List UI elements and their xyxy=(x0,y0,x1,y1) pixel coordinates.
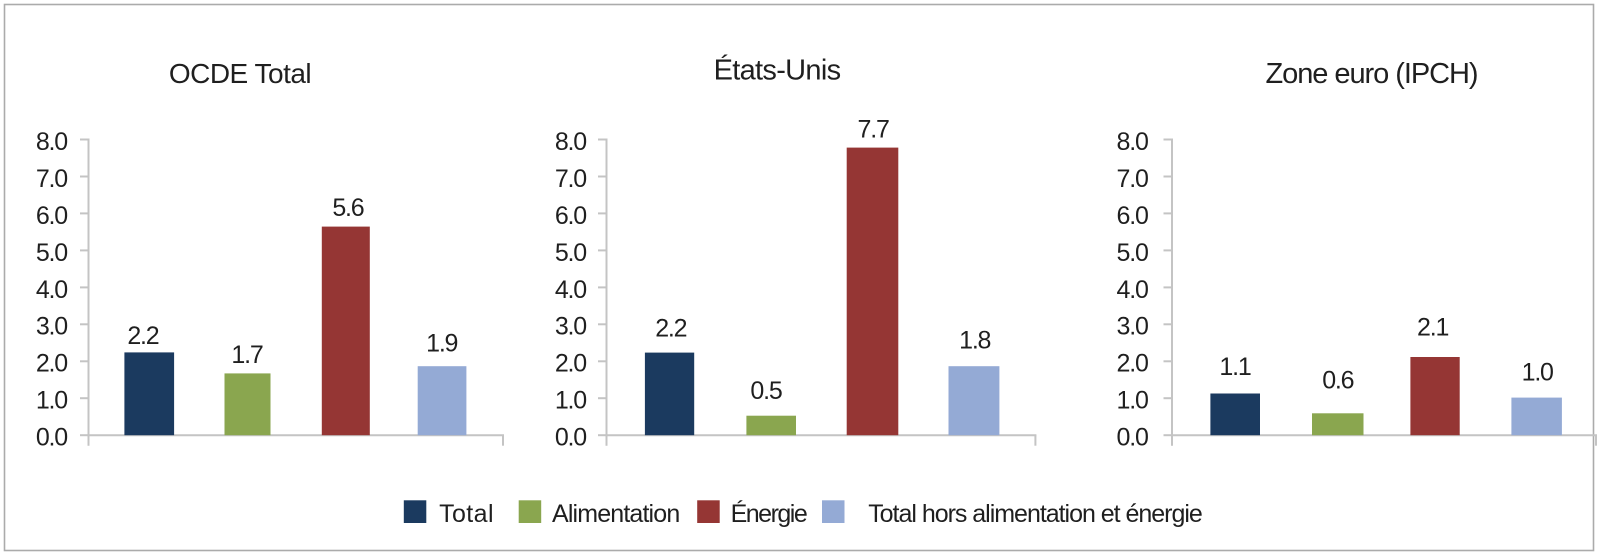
svg-text:7.0: 7.0 xyxy=(555,165,586,193)
svg-text:7.7: 7.7 xyxy=(858,115,889,143)
svg-text:1.7: 1.7 xyxy=(231,341,262,369)
svg-text:4.0: 4.0 xyxy=(1117,276,1148,304)
svg-text:OCDE Total: OCDE Total xyxy=(169,58,311,89)
svg-text:3.0: 3.0 xyxy=(555,313,586,341)
svg-text:0.0: 0.0 xyxy=(555,424,586,452)
svg-text:Alimentation: Alimentation xyxy=(552,500,679,528)
svg-text:4.0: 4.0 xyxy=(555,276,586,304)
svg-text:7.0: 7.0 xyxy=(1117,165,1148,193)
svg-text:6.0: 6.0 xyxy=(1117,202,1148,230)
svg-text:5.0: 5.0 xyxy=(36,239,67,267)
svg-text:0.6: 0.6 xyxy=(1322,366,1353,394)
svg-text:8.0: 8.0 xyxy=(1117,128,1148,156)
svg-text:5.6: 5.6 xyxy=(332,194,363,222)
svg-text:1.1: 1.1 xyxy=(1219,353,1250,381)
svg-text:5.0: 5.0 xyxy=(555,239,586,267)
svg-text:3.0: 3.0 xyxy=(36,313,67,341)
svg-text:2.0: 2.0 xyxy=(555,350,586,378)
svg-text:7.0: 7.0 xyxy=(36,165,67,193)
svg-text:Total hors alimentation et éne: Total hors alimentation et énergie xyxy=(868,500,1202,528)
svg-text:1.9: 1.9 xyxy=(426,330,457,358)
svg-text:2.2: 2.2 xyxy=(655,314,686,342)
svg-text:1.0: 1.0 xyxy=(36,387,67,415)
svg-text:1.0: 1.0 xyxy=(1117,387,1148,415)
svg-text:1.8: 1.8 xyxy=(959,326,990,354)
svg-text:2.0: 2.0 xyxy=(1117,350,1148,378)
svg-text:0.0: 0.0 xyxy=(1117,424,1148,452)
svg-text:6.0: 6.0 xyxy=(36,202,67,230)
svg-text:2.1: 2.1 xyxy=(1417,314,1448,342)
svg-text:États-Unis: États-Unis xyxy=(714,54,841,87)
svg-text:0.5: 0.5 xyxy=(750,377,781,405)
svg-text:4.0: 4.0 xyxy=(36,276,67,304)
svg-text:0.0: 0.0 xyxy=(36,424,67,452)
svg-text:3.0: 3.0 xyxy=(1117,313,1148,341)
svg-text:Total: Total xyxy=(439,500,494,528)
svg-text:1.0: 1.0 xyxy=(555,387,586,415)
svg-text:5.0: 5.0 xyxy=(1117,239,1148,267)
svg-text:8.0: 8.0 xyxy=(555,128,586,156)
svg-text:Zone euro (IPCH): Zone euro (IPCH) xyxy=(1265,58,1477,90)
svg-text:2.0: 2.0 xyxy=(36,350,67,378)
svg-text:1.0: 1.0 xyxy=(1522,358,1553,386)
svg-text:Énergie: Énergie xyxy=(731,499,807,528)
svg-text:8.0: 8.0 xyxy=(36,128,67,156)
svg-text:6.0: 6.0 xyxy=(555,202,586,230)
svg-text:2.2: 2.2 xyxy=(127,322,158,350)
